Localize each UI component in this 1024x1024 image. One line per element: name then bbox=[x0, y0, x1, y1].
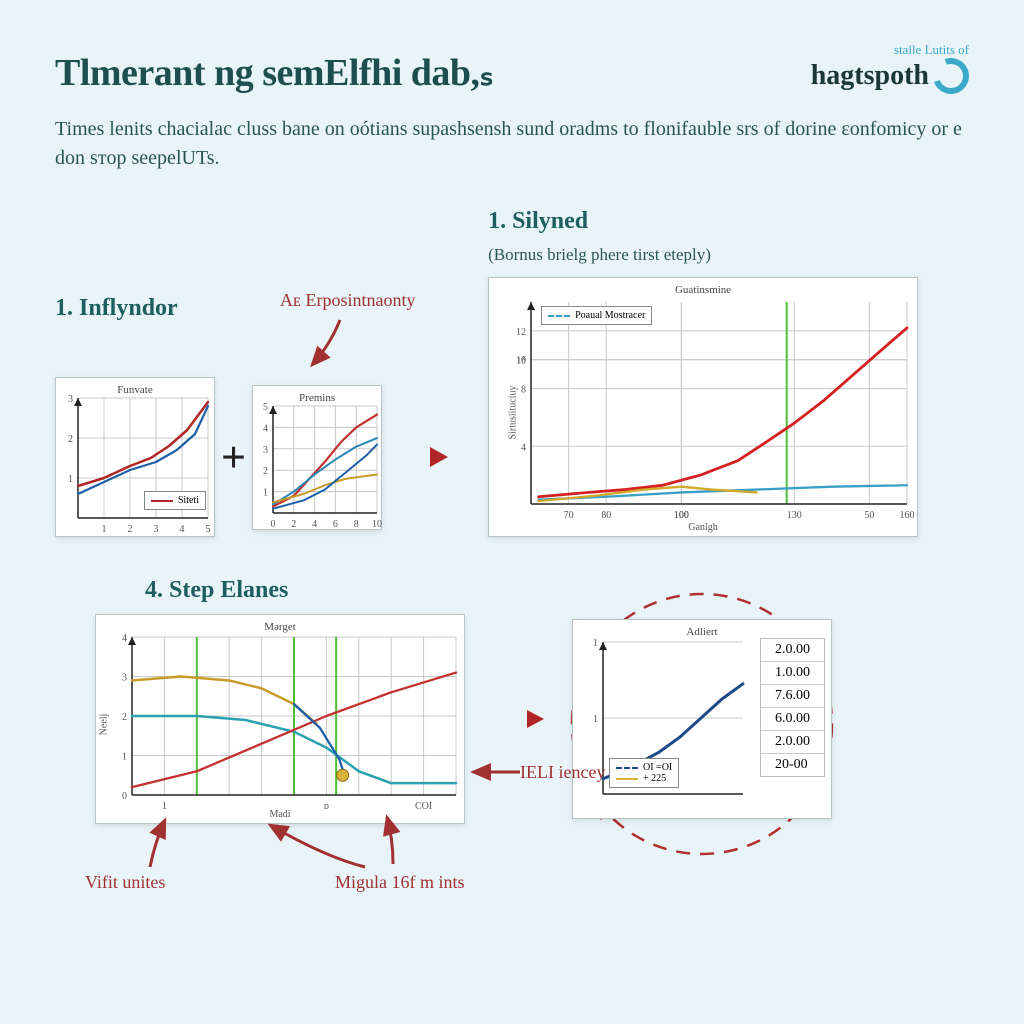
svg-text:8: 8 bbox=[354, 519, 359, 530]
svg-text:50: 50 bbox=[864, 510, 874, 521]
value-cell: 20-00 bbox=[761, 754, 824, 776]
svg-text:1: 1 bbox=[122, 752, 127, 763]
value-table: 2.0.001.0.007.6.006.0.002.0.0020-00 bbox=[760, 638, 825, 777]
chart-merget: 012341ᴅCOIMərgetMadiNeelj bbox=[95, 614, 465, 824]
svg-text:1: 1 bbox=[593, 714, 598, 725]
svg-text:100: 100 bbox=[674, 510, 689, 521]
svg-text:8: 8 bbox=[521, 385, 526, 396]
section-1: 1. Inflyndor Aᴇ Erposintnaonty 12312345F… bbox=[55, 295, 458, 537]
svg-text:0: 0 bbox=[122, 791, 127, 802]
chart-title: Guatinsmine bbox=[489, 284, 917, 296]
svg-text:0: 0 bbox=[271, 519, 276, 530]
svg-text:80: 80 bbox=[601, 510, 611, 521]
svg-text:10: 10 bbox=[516, 356, 526, 367]
section-2-heading: 1. Silyned bbox=[488, 208, 969, 235]
logo: stalle Lutits of hagtspoth bbox=[811, 42, 969, 94]
logo-tagline: stalle Lutits of bbox=[811, 42, 969, 58]
plus-icon: + bbox=[215, 432, 252, 483]
svg-text:6: 6 bbox=[333, 519, 338, 530]
arrow-right-icon bbox=[382, 437, 458, 477]
chart-adliert: 11AdliertOI =OI+ 2252.0.001.0.007.6.006.… bbox=[572, 619, 832, 819]
svg-text:12: 12 bbox=[516, 327, 526, 338]
value-cell: 7.6.00 bbox=[761, 685, 824, 708]
arrow-extra-icon bbox=[255, 817, 375, 872]
arrow-migula-icon bbox=[375, 809, 415, 869]
logo-text: hagtspoth bbox=[811, 60, 929, 92]
section-2-sub: (Bornus brielg phere tirst eteply) bbox=[488, 245, 969, 265]
section-2: 1. Silyned (Bornus brielg phere tirst et… bbox=[488, 208, 969, 537]
svg-text:1: 1 bbox=[102, 524, 107, 535]
chart-premins: 123450246810Premins bbox=[252, 385, 382, 530]
chart-guatinsmine: 481δ121610708010010013050100160Guatinsmi… bbox=[488, 277, 918, 537]
chart-title: Adliert bbox=[573, 626, 831, 638]
svg-text:3: 3 bbox=[122, 673, 127, 684]
svg-text:130: 130 bbox=[787, 510, 802, 521]
value-cell: 1.0.00 bbox=[761, 662, 824, 685]
chart-title: Premins bbox=[253, 392, 381, 404]
callout-migula: Migula 16f m ints bbox=[335, 872, 465, 893]
svg-text:16: 16 bbox=[516, 278, 526, 280]
svg-text:2: 2 bbox=[68, 434, 73, 445]
arrow-icon bbox=[300, 315, 350, 375]
arrow-vifit-icon bbox=[140, 812, 180, 872]
callout-vifit: Vifit unites bbox=[85, 872, 165, 893]
svg-text:4: 4 bbox=[263, 423, 268, 434]
callout-erposint: Aᴇ Erposintnaonty bbox=[280, 290, 415, 311]
svg-text:1: 1 bbox=[263, 487, 268, 498]
svg-text:4: 4 bbox=[122, 633, 127, 644]
legend: OI =OI+ 225 bbox=[609, 758, 679, 788]
page-subtitle: Times lenits chacialac cluss bane on oót… bbox=[55, 115, 969, 173]
svg-text:4: 4 bbox=[180, 524, 185, 535]
logo-main: hagtspoth bbox=[811, 58, 969, 94]
svg-text:1: 1 bbox=[593, 638, 598, 649]
y-label: Sirtusiituciuy bbox=[508, 386, 519, 440]
svg-text:3: 3 bbox=[154, 524, 159, 535]
svg-text:2: 2 bbox=[263, 466, 268, 477]
chart-title: Mərget bbox=[96, 621, 464, 633]
svg-text:1: 1 bbox=[68, 474, 73, 485]
svg-text:4: 4 bbox=[521, 442, 526, 453]
svg-text:10: 10 bbox=[372, 519, 382, 530]
value-cell: 2.0.00 bbox=[761, 731, 824, 754]
section-3-heading: 4. Step Elanes bbox=[145, 577, 969, 604]
chart-funvate: 12312345FunvateSiteti bbox=[55, 377, 215, 537]
svg-text:3: 3 bbox=[263, 444, 268, 455]
chart-title: Funvate bbox=[56, 384, 214, 396]
y-label: Neelj bbox=[98, 714, 109, 736]
legend: Poaual Mostracer bbox=[541, 306, 652, 325]
header: Tlmerant ng semElfhi dab,ₛ stalle Lutits… bbox=[55, 50, 969, 95]
arrow-right-2-icon bbox=[483, 701, 554, 737]
arrow-ieli-icon bbox=[465, 762, 525, 782]
svg-text:2: 2 bbox=[291, 519, 296, 530]
chart-right-wrap: 11AdliertOI =OI+ 2252.0.001.0.007.6.006.… bbox=[572, 619, 832, 819]
swirl-icon bbox=[927, 52, 975, 100]
svg-text:4: 4 bbox=[312, 519, 317, 530]
svg-text:2: 2 bbox=[128, 524, 133, 535]
row-1: 1. Inflyndor Aᴇ Erposintnaonty 12312345F… bbox=[55, 208, 969, 537]
value-cell: 2.0.00 bbox=[761, 639, 824, 662]
callout-ieli: IELI iencey bbox=[520, 762, 605, 783]
svg-text:70: 70 bbox=[564, 510, 574, 521]
svg-text:5: 5 bbox=[206, 524, 211, 535]
svg-text:160: 160 bbox=[900, 510, 915, 521]
svg-text:2: 2 bbox=[122, 712, 127, 723]
value-cell: 6.0.00 bbox=[761, 708, 824, 731]
legend: Siteti bbox=[144, 491, 206, 510]
section-3: 4. Step Elanes 012341ᴅCOIMərgetMadiNeelj… bbox=[55, 577, 969, 824]
x-label: Ganlgh bbox=[489, 522, 917, 533]
